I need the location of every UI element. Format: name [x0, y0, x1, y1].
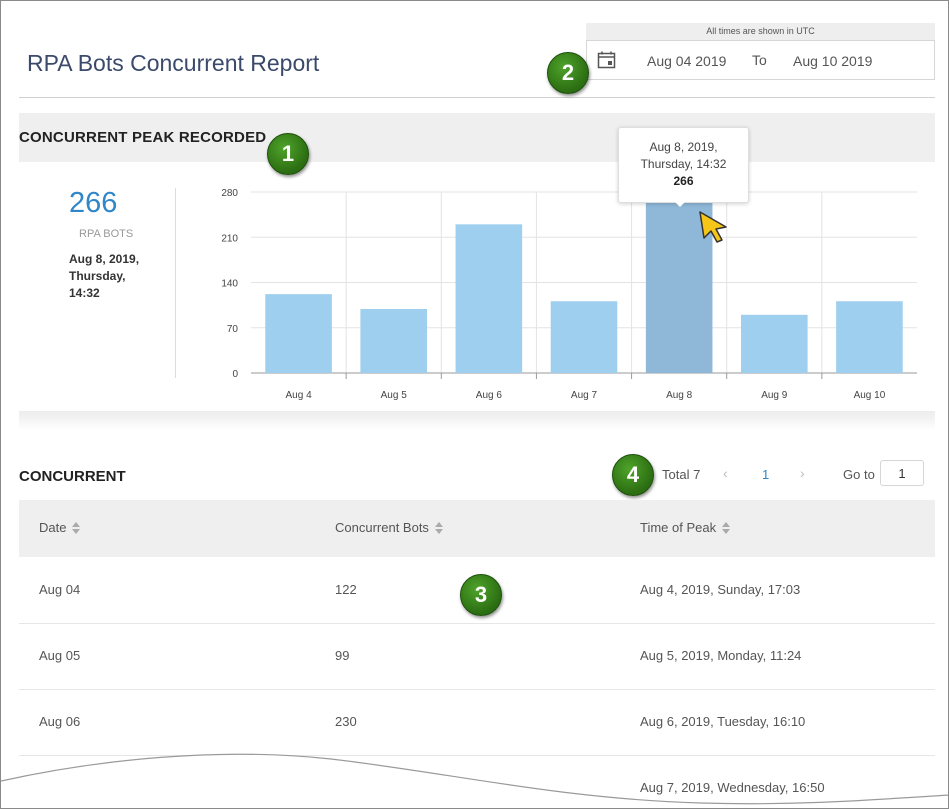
bar-aug-8: [645, 201, 713, 373]
pager-next-icon[interactable]: ›: [800, 465, 805, 481]
y-tick-label: 210: [221, 233, 238, 244]
column-header-label: Time of Peak: [640, 520, 717, 535]
chart-panel-shadow: [19, 411, 935, 431]
bar-aug-4: [265, 294, 332, 373]
pager-prev-icon[interactable]: ‹: [723, 465, 728, 481]
bar-chart: 280 210 140 70 0 Aug 4 Aug 5 Aug 6 Aug 7 Aug 8 Aug…: [221, 188, 917, 401]
callout-badge-3: 3: [460, 574, 502, 616]
y-tick-label: 140: [221, 279, 238, 290]
peak-section-header: [19, 113, 935, 162]
pager-goto-input[interactable]: [880, 460, 924, 486]
cell-bots: 230: [335, 714, 357, 729]
column-header-time-of-peak[interactable]: Time of Peak: [640, 520, 731, 535]
cell-peak: Aug 6, 2019, Tuesday, 16:10: [640, 714, 806, 729]
sort-icon[interactable]: [434, 521, 444, 534]
x-tick-label: Aug 6: [476, 390, 503, 401]
x-tick-label: Aug 5: [381, 390, 408, 401]
callout-badge-2: 2: [547, 52, 589, 94]
date-range-picker[interactable]: Aug 04 2019 To Aug 10 2019: [586, 40, 935, 80]
utc-note: All times are shown in UTC: [586, 23, 935, 40]
column-header-concurrent-bots[interactable]: Concurrent Bots: [335, 520, 444, 535]
callout-badge-4: 4: [612, 454, 654, 496]
tooltip-caret: [673, 200, 687, 207]
y-tick-label: 70: [227, 324, 239, 335]
date-to-label: To: [752, 52, 767, 68]
table-header: Date Concurrent Bots Time of Peak: [19, 500, 935, 557]
callout-badge-1: 1: [267, 133, 309, 175]
page-title: RPA Bots Concurrent Report: [27, 50, 320, 76]
x-tick-label: Aug 8: [666, 390, 693, 401]
y-tick-label: 0: [232, 369, 238, 380]
cell-bots: 122: [335, 582, 357, 597]
column-header-date[interactable]: Date: [39, 520, 81, 535]
torn-edge: [1, 753, 948, 808]
cell-date: Aug 05: [39, 648, 81, 663]
peak-time: Aug 8, 2019, Thursday, 14:32: [69, 252, 140, 300]
table-row: Aug 7, 2019, Wednesday, 16:50: [19, 755, 935, 808]
peak-section-title: CONCURRENT PEAK RECORDED: [19, 129, 267, 146]
pager-total: Total 7: [662, 467, 701, 482]
tooltip-value: 266: [673, 174, 694, 188]
cell-peak: Aug 4, 2019, Sunday, 17:03: [640, 582, 801, 597]
table-row: Aug 06 230 Aug 6, 2019, Tuesday, 16:10: [19, 689, 935, 756]
peak-divider: [175, 188, 176, 378]
cell-date: Aug 04: [39, 582, 81, 597]
tooltip-day-time: Thursday, 14:32: [640, 157, 727, 171]
peak-value: 266: [69, 187, 118, 219]
cell-peak: Aug 7, 2019, Wednesday, 16:50: [640, 780, 825, 795]
x-tick-label: Aug 4: [286, 390, 313, 401]
header-divider: [19, 97, 935, 98]
pager-page-1[interactable]: 1: [762, 467, 770, 482]
cell-peak: Aug 5, 2019, Monday, 11:24: [640, 648, 802, 663]
table-title: CONCURRENT: [19, 468, 126, 485]
bar-aug-7: [550, 301, 618, 373]
cell-date: Aug 06: [39, 714, 81, 729]
tooltip-date: Aug 8, 2019,: [649, 140, 718, 154]
table-row: Aug 05 99 Aug 5, 2019, Monday, 11:24: [19, 623, 935, 690]
x-tick-label: Aug 9: [761, 390, 788, 401]
column-header-label: Concurrent Bots: [335, 520, 429, 535]
sort-icon[interactable]: [722, 521, 731, 534]
calendar-icon[interactable]: [597, 51, 617, 72]
table-row: Aug 04 122 Aug 4, 2019, Sunday, 17:03: [19, 557, 935, 624]
sort-icon[interactable]: [72, 521, 81, 534]
x-tick-label: Aug 10: [854, 390, 886, 401]
pager-goto-label: Go to: [843, 467, 875, 482]
x-tick-label: Aug 7: [571, 390, 598, 401]
peak-label: RPA BOTS: [79, 228, 134, 240]
bar-aug-6: [455, 224, 523, 373]
cell-bots: 99: [335, 648, 350, 663]
date-to-field[interactable]: Aug 10 2019: [793, 53, 873, 69]
bar-aug-9: [740, 314, 808, 373]
bar-aug-10: [836, 301, 903, 373]
date-from-field[interactable]: Aug 04 2019: [647, 53, 727, 69]
bar-aug-5: [360, 309, 428, 373]
chart-tooltip: Aug 8, 2019, Thursday, 14:32 266: [618, 127, 749, 203]
column-header-label: Date: [39, 520, 67, 535]
pointer-cursor-icon: [698, 210, 732, 249]
y-tick-label: 280: [221, 188, 238, 199]
